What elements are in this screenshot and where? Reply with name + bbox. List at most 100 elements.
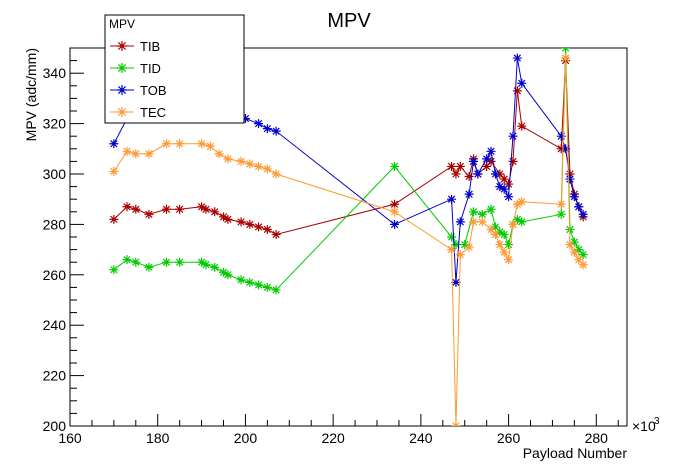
legend: MPV TIB TID TOB TEC [104, 14, 245, 124]
data-point [464, 242, 474, 252]
data-point [201, 204, 211, 214]
data-point [214, 149, 224, 159]
data-point [122, 255, 132, 265]
data-point [254, 222, 264, 232]
legend-entry-tib: TIB [110, 39, 160, 54]
data-point [223, 154, 233, 164]
data-point [271, 126, 281, 136]
data-point [512, 53, 522, 63]
data-point [495, 240, 505, 250]
data-point [210, 207, 220, 217]
data-point [236, 217, 246, 227]
data-point [512, 86, 522, 96]
data-point [144, 262, 154, 272]
data-point [517, 78, 527, 88]
data-point [556, 131, 566, 141]
data-point [175, 257, 185, 267]
y-tick-label: 200 [43, 418, 67, 434]
data-point [464, 189, 474, 199]
data-point [517, 121, 527, 131]
data-point [245, 159, 255, 169]
data-point [205, 141, 215, 151]
data-point [223, 270, 233, 280]
data-point [390, 199, 400, 209]
data-point [504, 240, 514, 250]
data-point [161, 204, 171, 214]
data-point [219, 212, 229, 222]
data-point [490, 222, 500, 232]
data-point [161, 139, 171, 149]
data-point [447, 232, 457, 242]
data-point [451, 277, 461, 287]
data-point [517, 197, 527, 207]
x-axis-multiplier: ×10 3 [632, 416, 660, 434]
data-point [197, 139, 207, 149]
data-point [122, 146, 132, 156]
legend-entry-tid: TID [110, 61, 161, 76]
data-point [499, 247, 509, 257]
data-point [390, 161, 400, 171]
data-point [236, 275, 246, 285]
data-point [245, 277, 255, 287]
data-point [240, 114, 250, 124]
y-tick-label: 320 [43, 116, 67, 132]
data-point [455, 250, 465, 260]
data-point [486, 146, 496, 156]
data-point [262, 282, 272, 292]
x-tick-label: 280 [585, 430, 609, 446]
data-point [390, 207, 400, 217]
y-tick-label: 280 [43, 216, 67, 232]
data-point [175, 204, 185, 214]
data-point [201, 260, 211, 270]
data-point [486, 204, 496, 214]
data-point [271, 229, 281, 239]
legend-label: TIB [140, 39, 160, 54]
series-layer [109, 48, 588, 426]
y-tick-label: 220 [43, 368, 67, 384]
data-point [109, 166, 119, 176]
data-point [131, 204, 141, 214]
legend-box [104, 14, 245, 124]
data-point [477, 209, 487, 219]
data-point [556, 199, 566, 209]
data-point [390, 219, 400, 229]
data-point [490, 229, 500, 239]
data-point [447, 194, 457, 204]
legend-marker [117, 85, 127, 95]
data-point [447, 245, 457, 255]
data-point [122, 202, 132, 212]
x-tick-label: 260 [497, 430, 521, 446]
data-point [254, 280, 264, 290]
legend-marker [117, 41, 127, 51]
data-point [197, 202, 207, 212]
x-tick-label: 180 [146, 430, 170, 446]
data-point [144, 149, 154, 159]
data-point [495, 182, 505, 192]
data-point [447, 161, 457, 171]
data-point [451, 169, 461, 179]
data-point [578, 209, 588, 219]
y-tick-label: 240 [43, 317, 67, 333]
legend-title: MPV [109, 17, 135, 31]
y-axis: 200 220 240 260 280 300 320 340 [43, 47, 84, 434]
data-point [561, 53, 571, 63]
data-point [499, 174, 509, 184]
data-point [565, 174, 575, 184]
legend-marker [117, 63, 127, 73]
data-point [109, 214, 119, 224]
data-point [197, 257, 207, 267]
data-point [262, 124, 272, 134]
data-point [245, 219, 255, 229]
data-point [578, 250, 588, 260]
data-point [473, 169, 483, 179]
data-point [508, 219, 518, 229]
series-tib [109, 56, 588, 239]
data-point [109, 139, 119, 149]
data-point [517, 217, 527, 227]
data-point [504, 255, 514, 265]
data-point [508, 131, 518, 141]
data-point [482, 154, 492, 164]
data-point [477, 217, 487, 227]
x-tick-label: 220 [321, 430, 345, 446]
x-axis: 160 180 200 220 240 260 280 [58, 414, 619, 446]
